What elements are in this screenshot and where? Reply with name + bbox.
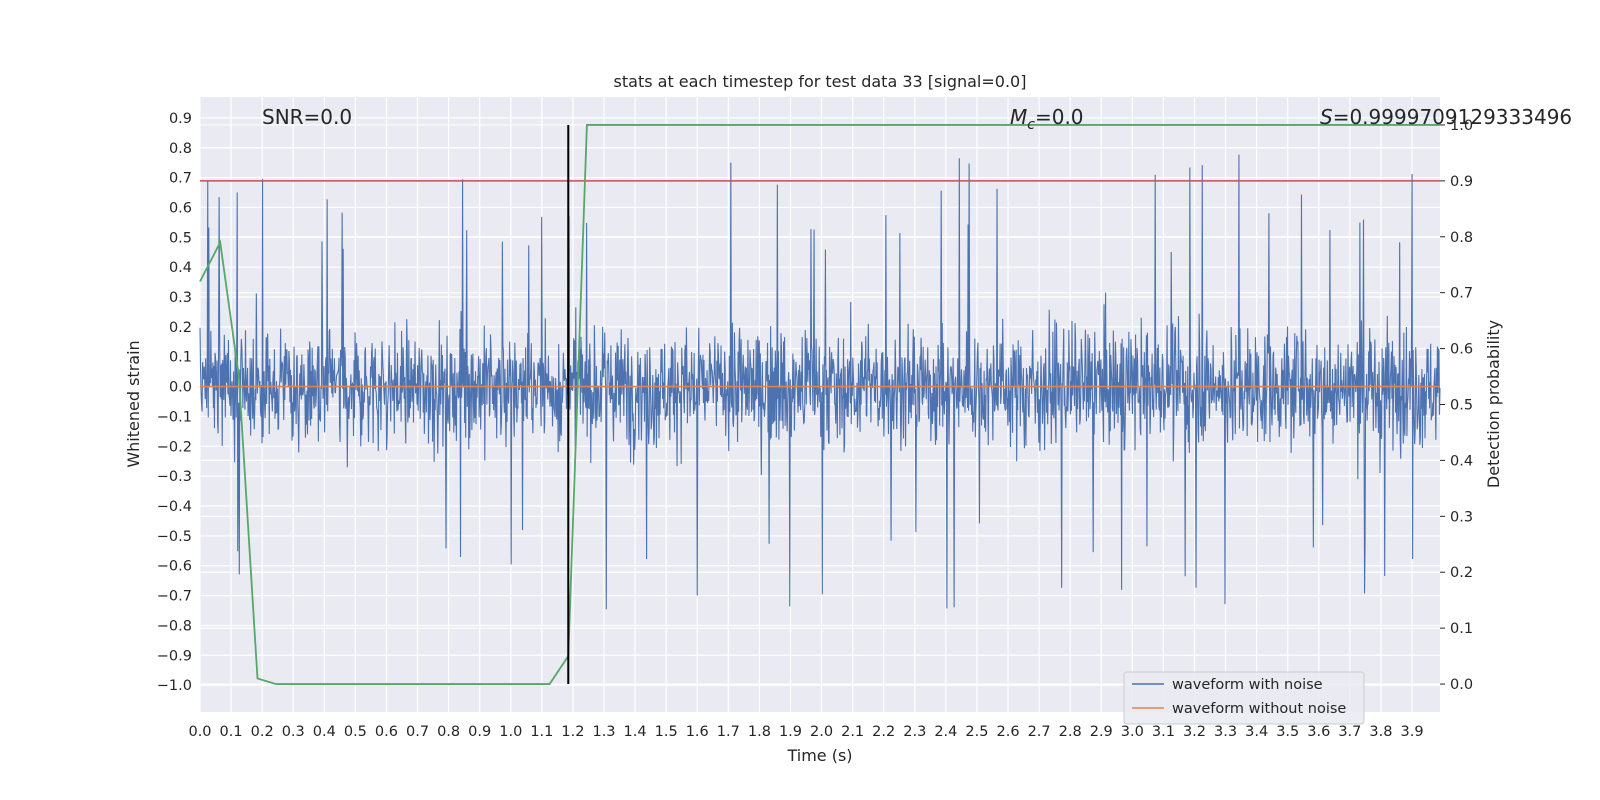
x-tick-label: 3.1 xyxy=(1152,724,1175,740)
x-tick-label: 3.9 xyxy=(1400,724,1423,740)
x-tick-label: 0.9 xyxy=(468,724,491,740)
x-tick-label: 1.0 xyxy=(499,724,522,740)
y-tick-labels: 0.9 0.8 0.7 0.6 0.5 0.4 0.3 0.2 0.1 0.0 −0.1 −0.2 −0… xyxy=(157,111,192,694)
mc-subscript: c xyxy=(1027,117,1035,133)
x-tick-label: 0.2 xyxy=(251,724,274,740)
y-tick-label: 0.6 xyxy=(169,200,192,216)
x-tick-label: 2.0 xyxy=(810,724,833,740)
y-axis-label: Whitened strain xyxy=(124,340,143,467)
y-tick-label: −0.9 xyxy=(157,648,192,664)
mc-symbol: M xyxy=(1010,105,1027,129)
y-tick-label: 0.8 xyxy=(169,141,192,157)
x-tick-label: 1.4 xyxy=(624,724,647,740)
x-tick-label: 0.8 xyxy=(437,724,460,740)
y-tick-label: 0.3 xyxy=(169,290,192,306)
x-tick-label: 3.4 xyxy=(1245,724,1268,740)
mc-value: =0.0 xyxy=(1035,105,1084,129)
x-tick-label: 1.6 xyxy=(686,724,709,740)
y2-tick-label: 0.7 xyxy=(1450,286,1473,302)
x-tick-label: 0.0 xyxy=(188,724,211,740)
y-tick-label: 0.2 xyxy=(169,320,192,336)
x-tick-label: 0.5 xyxy=(344,724,367,740)
y-tick-label: 0.7 xyxy=(169,171,192,187)
x-tick-label: 0.1 xyxy=(220,724,243,740)
y2-tick-labels: 1.0 0.9 0.8 0.7 0.6 0.5 0.4 0.3 0.2 0.1 0.0 xyxy=(1440,118,1473,693)
x-tick-label: 0.6 xyxy=(375,724,398,740)
overlay-lines xyxy=(199,124,1440,685)
y2-tick-label: 0.3 xyxy=(1450,509,1473,525)
x-tick-label: 1.9 xyxy=(779,724,802,740)
y2-tick-label: 1.0 xyxy=(1450,118,1473,134)
y-tick-label: 0.0 xyxy=(169,380,192,396)
y-tick-label: −1.0 xyxy=(157,678,192,694)
y2-axis-label: Detection probability xyxy=(1484,320,1503,488)
y-tick-label: 0.1 xyxy=(169,350,192,366)
x-tick-label: 1.1 xyxy=(530,724,553,740)
x-tick-labels: 0.0 0.1 0.2 0.3 0.4 0.5 0.6 0.7 0.8 0.9 1.0 1.1 1.2 1… xyxy=(188,724,1423,740)
detection-probability-line xyxy=(199,124,1440,685)
y-tick-label: 0.4 xyxy=(169,260,192,276)
x-tick-label: 3.8 xyxy=(1369,724,1392,740)
y2-tick-label: 0.2 xyxy=(1450,565,1473,581)
chart-title: stats at each timestep for test data 33 … xyxy=(614,72,1027,91)
y2-tick-label: 0.5 xyxy=(1450,398,1473,414)
y-tick-label: −0.6 xyxy=(157,559,192,575)
legend: waveform with noise waveform without noi… xyxy=(1123,671,1365,725)
x-tick-label: 0.4 xyxy=(313,724,336,740)
snr-annotation: SNR=0.0 xyxy=(262,105,352,129)
y-tick-label: 0.9 xyxy=(169,111,192,127)
x-tick-label: 0.7 xyxy=(406,724,429,740)
y-tick-label: −0.7 xyxy=(157,589,192,605)
x-tick-label: 3.7 xyxy=(1338,724,1361,740)
x-tick-label: 3.3 xyxy=(1214,724,1237,740)
noise-series-group xyxy=(199,154,1441,610)
s-symbol: S xyxy=(1320,105,1333,129)
s-value: =0.9999709129333496 xyxy=(1333,105,1572,129)
y-tick-label: −0.4 xyxy=(157,499,192,515)
y-tick-label: −0.5 xyxy=(157,529,192,545)
x-tick-label: 2.4 xyxy=(934,724,957,740)
x-tick-label: 2.1 xyxy=(841,724,864,740)
x-tick-label: 1.3 xyxy=(592,724,615,740)
x-tick-label: 2.8 xyxy=(1059,724,1082,740)
legend-box xyxy=(1123,671,1365,725)
y-tick-label: −0.2 xyxy=(157,439,192,455)
y-tick-label: −0.3 xyxy=(157,469,192,485)
x-tick-label: 3.6 xyxy=(1307,724,1330,740)
x-tick-label: 2.7 xyxy=(1028,724,1051,740)
x-axis-label: Time (s) xyxy=(786,746,852,765)
y-tick-label: −0.8 xyxy=(157,618,192,634)
y2-tick-label: 0.1 xyxy=(1450,621,1473,637)
y-tick-label: −0.1 xyxy=(157,409,192,425)
x-tick-label: 1.7 xyxy=(717,724,740,740)
mc-annotation: Mc=0.0 xyxy=(1010,105,1084,133)
x-tick-label: 1.2 xyxy=(561,724,584,740)
s-annotation: S=0.9999709129333496 xyxy=(1320,105,1572,129)
y2-tick-label: 0.6 xyxy=(1450,342,1473,358)
legend-label-noise: waveform with noise xyxy=(1172,677,1323,693)
x-tick-label: 0.3 xyxy=(282,724,305,740)
x-tick-label: 1.5 xyxy=(655,724,678,740)
y2-tick-label: 0.8 xyxy=(1450,230,1473,246)
x-tick-label: 3.0 xyxy=(1121,724,1144,740)
x-tick-label: 2.6 xyxy=(996,724,1019,740)
x-tick-label: 3.2 xyxy=(1183,724,1206,740)
x-tick-label: 2.9 xyxy=(1090,724,1113,740)
x-tick-label: 2.3 xyxy=(903,724,926,740)
y2-tick-label: 0.9 xyxy=(1450,174,1473,190)
x-tick-label: 2.5 xyxy=(965,724,988,740)
x-tick-label: 3.5 xyxy=(1276,724,1299,740)
y2-tick-label: 0.4 xyxy=(1450,453,1473,469)
y-tick-label: 0.5 xyxy=(169,230,192,246)
x-tick-label: 2.2 xyxy=(872,724,895,740)
waveform-with-noise-line xyxy=(199,154,1441,610)
legend-label-clean: waveform without noise xyxy=(1172,701,1346,717)
x-tick-label: 1.8 xyxy=(748,724,771,740)
y2-tick-label: 0.0 xyxy=(1450,677,1473,693)
